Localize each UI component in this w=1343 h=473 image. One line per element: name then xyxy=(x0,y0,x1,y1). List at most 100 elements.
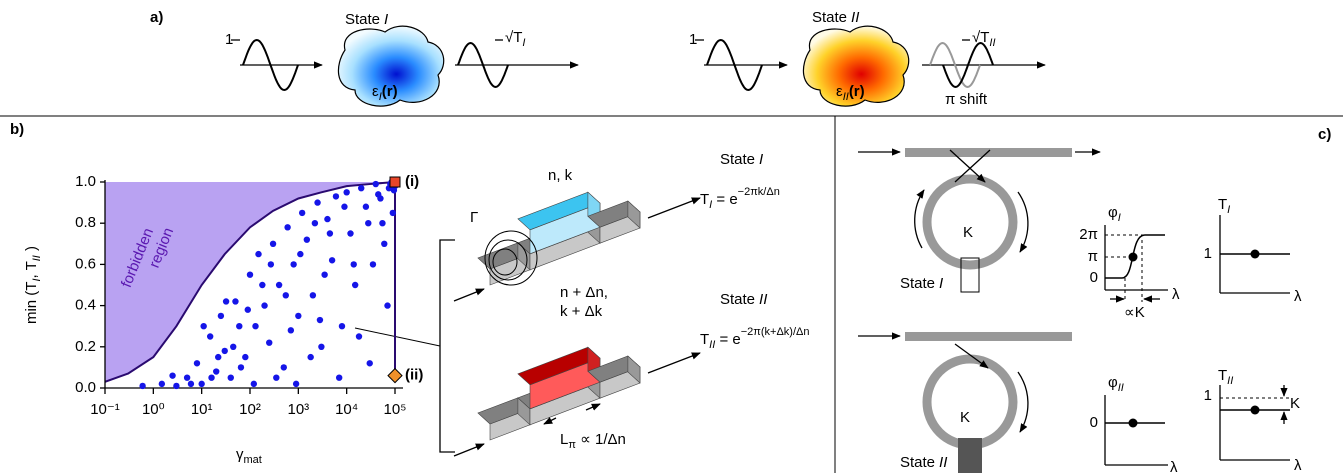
scatter-point xyxy=(222,348,228,354)
scatter-point xyxy=(251,381,257,387)
text-part: , T xyxy=(23,261,40,278)
gap-label: K xyxy=(1290,395,1300,412)
x-tick-label: 10¹ xyxy=(191,401,213,418)
scatter-point xyxy=(304,236,310,242)
scatter-point xyxy=(283,292,289,298)
text-part: T xyxy=(700,331,709,348)
x-tick-label: 10⁻¹ xyxy=(90,401,120,418)
phase-shift-label: π shift xyxy=(945,91,988,108)
scatter-point xyxy=(208,375,214,381)
scatter-point xyxy=(194,360,200,366)
lambda-label: λ xyxy=(1172,286,1180,303)
scatter-point xyxy=(232,298,238,304)
scatter-point xyxy=(341,204,347,210)
y-tick-label: 0.4 xyxy=(75,297,96,314)
text-part: I xyxy=(759,151,763,168)
scatter-point xyxy=(390,210,396,216)
scatter-point xyxy=(343,189,349,195)
scatter-point xyxy=(230,344,236,350)
scatter-point xyxy=(293,381,299,387)
text-part: II xyxy=(851,9,859,26)
scatter-point xyxy=(314,199,320,205)
text-part: k + Δk xyxy=(560,303,603,320)
marker xyxy=(388,369,402,383)
bus-waveguide xyxy=(905,332,1072,341)
text-part: φ xyxy=(1108,374,1118,391)
y-tick-label: 0.2 xyxy=(75,338,96,355)
bracket xyxy=(440,240,455,452)
input-label: 1 xyxy=(225,31,233,48)
x-tick-label: 10⁰ xyxy=(142,401,165,418)
text-part: T xyxy=(1218,367,1227,384)
text-part: = e xyxy=(712,191,737,208)
text-part: (r) xyxy=(849,83,865,100)
scatter-point xyxy=(218,313,224,319)
scatter-point xyxy=(284,224,290,230)
y-tick-label: 0.0 xyxy=(75,379,96,396)
x-tick-label: 10² xyxy=(239,401,261,418)
phase-axis-label: φI xyxy=(1108,204,1121,224)
phase-shifter xyxy=(958,438,982,473)
text-part: λ xyxy=(1172,286,1180,303)
scatter-point xyxy=(228,375,234,381)
scatter-point xyxy=(276,282,282,288)
text-part: n, k xyxy=(548,167,573,184)
text-part: a) xyxy=(150,9,163,26)
text-part: −2πk/Δn xyxy=(738,186,780,198)
scatter-point xyxy=(381,241,387,247)
text-part: (ii) xyxy=(405,367,423,384)
text-part: ∝K xyxy=(1124,304,1145,321)
scatter-point xyxy=(351,261,357,267)
lambda-label: λ xyxy=(1170,459,1178,473)
x-axis-label: γmat xyxy=(236,446,262,466)
text-part: I xyxy=(939,275,943,292)
scatter-point xyxy=(169,372,175,378)
y-tick-label: 0.8 xyxy=(75,214,96,231)
text-part: 0 xyxy=(1090,414,1098,431)
text-part: State xyxy=(812,9,847,26)
length-label: Lπ ∝ 1/Δn xyxy=(560,431,626,451)
text-part: √T xyxy=(505,29,522,46)
scatter-point xyxy=(261,302,267,308)
text-part: T xyxy=(700,191,709,208)
scatter-point xyxy=(281,364,287,370)
permittivity: εII(r) xyxy=(836,83,865,103)
bus-waveguide xyxy=(905,148,1072,157)
marker xyxy=(390,177,400,187)
scatter-point xyxy=(384,302,390,308)
figure: a)11StateIStateIIεI(r)εII(r)√TI√TIIπ shi… xyxy=(0,0,1343,473)
coupling-label: K xyxy=(960,409,970,426)
phase-tick: 0 xyxy=(1090,269,1098,286)
phase-tick: π xyxy=(1088,248,1098,265)
scatter-point xyxy=(268,261,274,267)
waveguides xyxy=(478,192,640,440)
text-part: II xyxy=(989,37,995,49)
ring xyxy=(927,359,1013,445)
lambda-label: λ xyxy=(1294,457,1302,473)
scatter-point xyxy=(188,381,194,387)
scatter-point xyxy=(200,323,206,329)
scatter-point xyxy=(270,241,276,247)
operating-point xyxy=(1251,250,1260,259)
scatter-point xyxy=(266,339,272,345)
text-part: T xyxy=(1218,196,1227,213)
scatter-point xyxy=(297,251,303,257)
scatter-point xyxy=(327,230,333,236)
scatter-point xyxy=(223,298,229,304)
scatter-point xyxy=(238,364,244,370)
text-part: State xyxy=(900,275,935,292)
material-label: n + Δn, xyxy=(560,284,608,301)
scatter-point xyxy=(373,181,379,187)
phase-tick: 2π xyxy=(1079,226,1098,243)
y-tick-label: 0.6 xyxy=(75,255,96,272)
transmission-formula: TII = e−2π(k+Δk)/Δn xyxy=(700,326,809,351)
scatter-point xyxy=(299,210,305,216)
text-part: I xyxy=(1227,204,1230,216)
scatter-point xyxy=(324,216,330,222)
state-label: StateII xyxy=(900,454,947,471)
text-part: = e xyxy=(715,331,740,348)
text-part: 0 xyxy=(1090,269,1098,286)
phase-axis-label: φII xyxy=(1108,374,1124,394)
scatter-point xyxy=(288,327,294,333)
